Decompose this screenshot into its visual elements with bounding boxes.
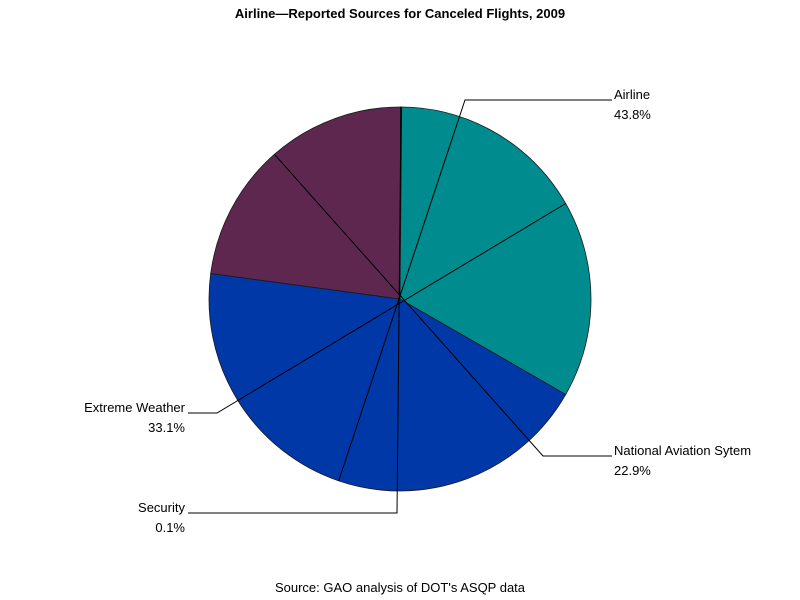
pie-slice-national-aviation-sytem (210, 106, 401, 300)
leader-lines (188, 99, 612, 514)
slice-labels: Airline 43.8% National Aviation Sytem 22.9%… (84, 87, 751, 535)
pie-slice-airline (208, 273, 567, 492)
leader-line-security (188, 106, 402, 514)
slice-label: Extreme Weather (84, 400, 186, 415)
chart-title: Airline—Reported Sources for Canceled Fl… (234, 6, 566, 21)
slice-label: Security (138, 500, 185, 515)
slice-value-label: 22.9% (614, 463, 651, 478)
leader-line-airline (338, 99, 612, 481)
slice-value-label: 33.1% (148, 420, 185, 435)
slice-value-label: 0.1% (155, 520, 185, 535)
slice-label: Airline (614, 87, 650, 102)
slice-label: National Aviation Sytem (614, 443, 751, 458)
leader-line-national-aviation-sytem (274, 153, 612, 457)
slice-value-label: 43.8% (614, 107, 651, 122)
leader-line-extreme-weather (188, 203, 566, 414)
chart-footnote: Source: GAO analysis of DOT's ASQP data (274, 580, 526, 595)
pie-slices (208, 106, 592, 492)
